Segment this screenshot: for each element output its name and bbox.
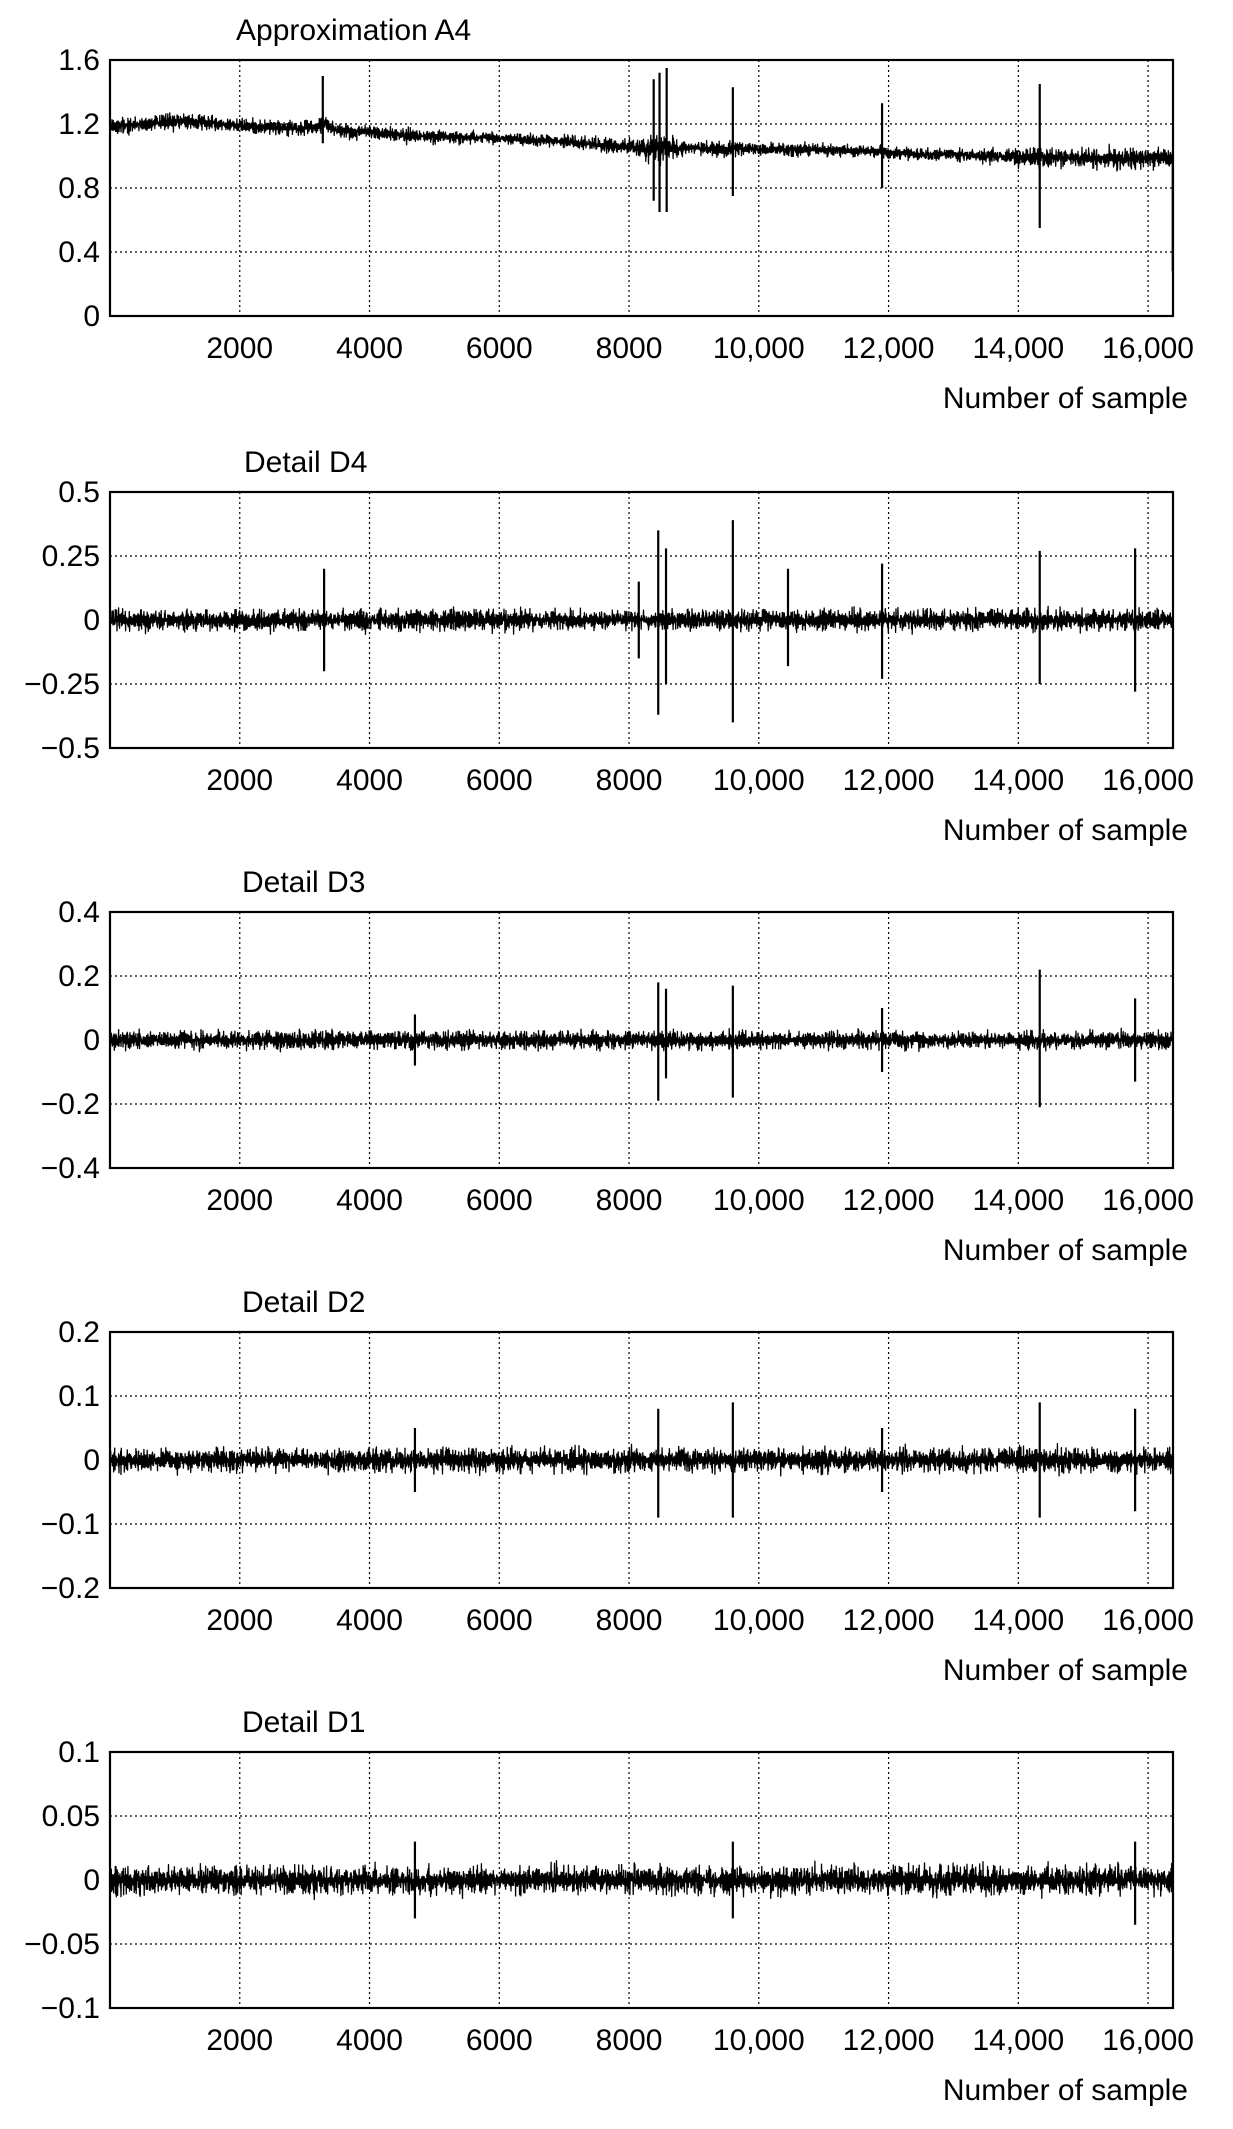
x-axis-label: Number of sample xyxy=(942,382,1188,415)
x-tick-label: 4000 xyxy=(336,764,403,797)
y-tick-label: 0.2 xyxy=(58,960,100,993)
y-tick-label: 0.4 xyxy=(58,896,100,929)
chart-panel-detail-d2: 2000 4000 6000 8000 10,000 12,000 14,000 16,000… xyxy=(0,1272,1233,1692)
x-tick-label: 16,000 xyxy=(1102,332,1194,365)
y-tick-label: −0.5 xyxy=(41,732,100,765)
y-tick-label: 0 xyxy=(83,300,100,333)
signal-trace xyxy=(109,605,1174,635)
x-tick-label: 6000 xyxy=(466,1604,533,1637)
y-tick-label: 0.4 xyxy=(58,236,100,269)
chart-title: Detail D3 xyxy=(242,866,366,899)
x-axis-label: Number of sample xyxy=(942,2074,1188,2107)
x-tick-label: 6000 xyxy=(466,764,533,797)
x-tick-label: 16,000 xyxy=(1102,2024,1194,2057)
x-tick-label: 6000 xyxy=(466,2024,533,2057)
x-tick-label: 16,000 xyxy=(1102,1604,1194,1637)
x-tick-label: 12,000 xyxy=(843,2024,935,2057)
y-tick-label: 0.5 xyxy=(58,476,100,509)
y-tick-label: 0.05 xyxy=(42,1800,100,1833)
x-tick-label: 4000 xyxy=(336,1604,403,1637)
x-tick-label: 10,000 xyxy=(713,764,805,797)
x-tick-label: 2000 xyxy=(206,2024,273,2057)
y-tick-label: −0.1 xyxy=(41,1992,100,2025)
chart-title: Approximation A4 xyxy=(236,14,472,47)
x-tick-label: 10,000 xyxy=(713,1604,805,1637)
y-tick-label: −0.25 xyxy=(24,668,100,701)
x-tick-label: 8000 xyxy=(596,2024,663,2057)
x-tick-label: 8000 xyxy=(596,764,663,797)
plot-frame xyxy=(108,58,1175,318)
signal-trace xyxy=(109,1027,1174,1053)
x-axis-label: Number of sample xyxy=(942,1234,1188,1267)
y-tick-label: 0 xyxy=(83,1444,100,1477)
x-tick-label: 10,000 xyxy=(713,2024,805,2057)
chart-title: Detail D4 xyxy=(244,446,368,479)
chart-title: Detail D1 xyxy=(242,1706,366,1739)
y-tick-label: −0.2 xyxy=(41,1572,100,1605)
x-tick-label: 14,000 xyxy=(972,1184,1064,1217)
x-tick-label: 2000 xyxy=(206,1184,273,1217)
chart-panel-detail-d3: 2000 4000 6000 8000 10,000 12,000 14,000 16,000… xyxy=(0,852,1233,1272)
x-tick-label: 8000 xyxy=(596,332,663,365)
signal-trace xyxy=(109,112,1174,172)
y-tick-label: 0 xyxy=(83,1864,100,1897)
x-tick-label: 12,000 xyxy=(843,1184,935,1217)
x-tick-label: 2000 xyxy=(206,1604,273,1637)
y-tick-label: 1.2 xyxy=(58,108,100,141)
x-tick-label: 2000 xyxy=(206,764,273,797)
x-tick-label: 8000 xyxy=(596,1604,663,1637)
x-tick-label: 6000 xyxy=(466,1184,533,1217)
y-tick-label: −0.1 xyxy=(41,1508,100,1541)
x-tick-label: 14,000 xyxy=(972,1604,1064,1637)
signal-trace xyxy=(109,1442,1174,1477)
signal-trace xyxy=(109,1860,1174,1901)
x-tick-label: 4000 xyxy=(336,2024,403,2057)
chart-title: Detail D2 xyxy=(242,1286,366,1319)
x-tick-label: 12,000 xyxy=(843,1604,935,1637)
y-tick-label: 1.6 xyxy=(58,44,100,77)
x-tick-label: 4000 xyxy=(336,332,403,365)
x-tick-label: 16,000 xyxy=(1102,764,1194,797)
x-tick-label: 2000 xyxy=(206,332,273,365)
y-tick-label: −0.2 xyxy=(41,1088,100,1121)
y-tick-label: 0.25 xyxy=(42,540,100,573)
x-axis-label: Number of sample xyxy=(942,1654,1188,1687)
y-tick-label: 0 xyxy=(83,1024,100,1057)
chart-svg: 2000 4000 6000 8000 10,000 12,000 14,000 16,000… xyxy=(41,896,1194,1217)
x-tick-label: 8000 xyxy=(596,1184,663,1217)
plot-frame xyxy=(108,1750,1175,2010)
chart-svg: 2000 4000 6000 8000 10,000 12,000 14,000 16,000… xyxy=(58,44,1194,365)
chart-svg: 2000 4000 6000 8000 10,000 12,000 14,000 16,000… xyxy=(24,1736,1194,2057)
x-tick-label: 12,000 xyxy=(843,332,935,365)
y-tick-label: −0.05 xyxy=(24,1928,100,1961)
y-tick-label: 0.1 xyxy=(58,1736,100,1769)
y-tick-label: 0.8 xyxy=(58,172,100,205)
chart-panel-detail-d4: 2000 4000 6000 8000 10,000 12,000 14,000 16,000… xyxy=(0,432,1233,852)
x-axis-label: Number of sample xyxy=(942,814,1188,847)
x-tick-label: 14,000 xyxy=(972,332,1064,365)
plot-frame xyxy=(108,1330,1175,1590)
x-tick-label: 14,000 xyxy=(972,764,1064,797)
chart-svg: 2000 4000 6000 8000 10,000 12,000 14,000 16,000… xyxy=(41,1316,1194,1637)
x-tick-label: 10,000 xyxy=(713,332,805,365)
chart-svg: 2000 4000 6000 8000 10,000 12,000 14,000 16,000… xyxy=(24,476,1194,797)
x-tick-label: 12,000 xyxy=(843,764,935,797)
plot-frame xyxy=(108,910,1175,1170)
y-tick-label: −0.4 xyxy=(41,1152,100,1185)
x-tick-label: 10,000 xyxy=(713,1184,805,1217)
chart-panel-approximation-a4: 2000 4000 6000 8000 10,000 12,000 14,000 16,000… xyxy=(0,0,1233,420)
x-tick-label: 6000 xyxy=(466,332,533,365)
plot-frame xyxy=(108,490,1175,750)
y-tick-label: 0.2 xyxy=(58,1316,100,1349)
y-tick-label: 0 xyxy=(83,604,100,637)
x-tick-label: 4000 xyxy=(336,1184,403,1217)
chart-panel-detail-d1: 2000 4000 6000 8000 10,000 12,000 14,000 16,000… xyxy=(0,1692,1233,2112)
x-tick-label: 14,000 xyxy=(972,2024,1064,2057)
x-tick-label: 16,000 xyxy=(1102,1184,1194,1217)
y-tick-label: 0.1 xyxy=(58,1380,100,1413)
